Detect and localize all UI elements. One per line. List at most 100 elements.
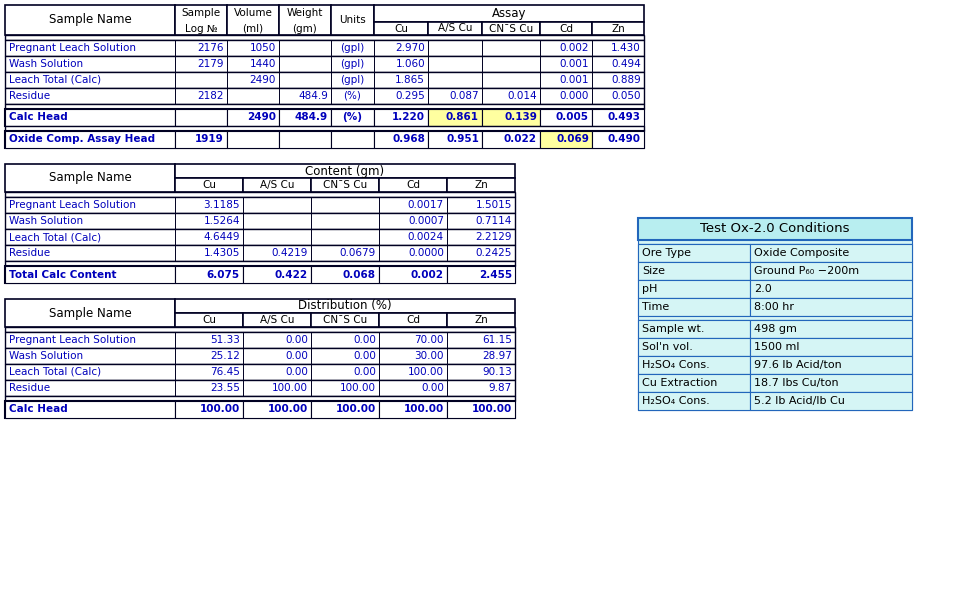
Text: 0.00: 0.00 [422,383,444,393]
Text: 61.15: 61.15 [483,335,512,345]
Text: 0.7114: 0.7114 [476,216,512,226]
Bar [592,22,644,35]
Bar [447,348,515,364]
Bar [5,131,175,148]
Text: 0.005: 0.005 [556,112,589,122]
Text: Cd: Cd [406,180,420,190]
Text: 0.0000: 0.0000 [408,248,444,258]
Bar [638,240,912,244]
Bar [279,40,331,56]
Bar [638,218,912,240]
Bar [482,131,540,148]
Text: Residue: Residue [9,248,50,258]
Bar [374,131,428,148]
Bar [311,178,379,192]
Bar [638,262,912,280]
Text: 1.430: 1.430 [611,43,641,53]
Bar [331,5,374,35]
Bar [638,356,750,374]
Bar [279,56,331,72]
Text: Sample Name: Sample Name [48,307,132,320]
Bar [243,332,311,348]
Bar [379,245,447,261]
Text: Pregnant Leach Solution: Pregnant Leach Solution [9,335,136,345]
Bar [5,229,515,245]
Text: 90.13: 90.13 [483,367,512,377]
Bar [750,320,912,338]
Text: Total Calc Content: Total Calc Content [9,270,116,280]
Text: (%): (%) [344,91,361,101]
Text: 0.002: 0.002 [411,270,444,280]
Bar [227,5,279,35]
Bar [311,364,379,380]
Text: 0.00: 0.00 [285,351,308,361]
Text: Cu: Cu [202,315,216,325]
Text: Pregnant Leach Solution: Pregnant Leach Solution [9,200,136,210]
Text: 100.00: 100.00 [267,405,308,415]
Bar [175,131,227,148]
Bar [447,213,515,229]
Bar [638,280,750,298]
Bar [5,266,175,283]
Text: 70.00: 70.00 [415,335,444,345]
Bar [175,72,227,88]
Bar [374,88,428,104]
Text: 2.455: 2.455 [479,270,512,280]
Text: 0.493: 0.493 [608,112,641,122]
Bar [540,22,592,35]
Text: 1050: 1050 [250,43,276,53]
Text: Sample wt.: Sample wt. [642,324,704,334]
Text: 0.022: 0.022 [504,134,537,144]
Bar [5,88,175,104]
Text: 100.00: 100.00 [335,405,376,415]
Text: 100.00: 100.00 [408,367,444,377]
Bar [379,401,447,418]
Bar [5,266,515,283]
Text: 1440: 1440 [250,59,276,69]
Bar [311,197,379,213]
Bar [5,396,515,401]
Text: 100.00: 100.00 [200,405,240,415]
Bar [243,313,311,327]
Bar [638,298,912,316]
Text: 0.861: 0.861 [446,112,479,122]
Text: 1.865: 1.865 [395,75,425,85]
Bar [638,320,750,338]
Text: 0.422: 0.422 [275,270,308,280]
Text: H₂SO₄ Cons.: H₂SO₄ Cons. [642,396,709,406]
Text: 9.87: 9.87 [488,383,512,393]
Bar [540,40,592,56]
Text: (ml): (ml) [242,24,264,33]
Text: Leach Total (Calc): Leach Total (Calc) [9,75,101,85]
Bar [379,213,447,229]
Bar [227,56,279,72]
Text: 498 gm: 498 gm [754,324,797,334]
Text: Time: Time [642,302,670,312]
Bar [5,401,175,418]
Text: 0.0679: 0.0679 [340,248,376,258]
Text: 8:00 hr: 8:00 hr [754,302,794,312]
Text: Content (gm): Content (gm) [305,165,385,178]
Bar [227,88,279,104]
Bar [243,245,311,261]
Text: 5.2 lb Acid/lb Cu: 5.2 lb Acid/lb Cu [754,396,845,406]
Bar [482,72,540,88]
Bar [638,298,750,316]
Bar [750,392,912,410]
Bar [447,401,515,418]
Text: Zn: Zn [474,315,487,325]
Bar [175,197,243,213]
Bar [175,380,243,396]
Text: (gm): (gm) [293,24,318,33]
Text: Calc Head: Calc Head [9,112,68,122]
Bar [331,56,374,72]
Text: A/S Cu: A/S Cu [438,24,472,33]
Text: 51.33: 51.33 [210,335,240,345]
Text: Ground P₆₀ −200m: Ground P₆₀ −200m [754,266,860,276]
Bar [311,266,379,283]
Bar [428,56,482,72]
Text: 1.5015: 1.5015 [476,200,512,210]
Bar [638,338,750,356]
Text: 2176: 2176 [198,43,224,53]
Bar [379,313,447,327]
